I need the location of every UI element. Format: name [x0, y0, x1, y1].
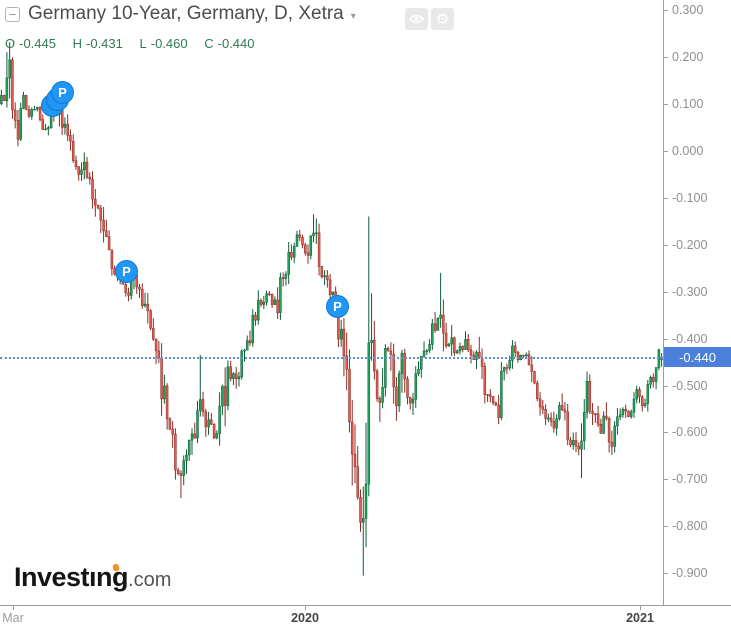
candlestick-plot[interactable] [0, 0, 663, 605]
page-title: Germany 10-Year, Germany, D, Xetra [28, 3, 344, 24]
y-axis-label: -0.100 [672, 190, 708, 205]
investing-com-logo: Invest ıng .com [14, 562, 171, 593]
low-label: L [139, 36, 147, 51]
collapse-icon[interactable]: − [5, 7, 20, 22]
y-axis-label: 0.000 [672, 143, 704, 158]
y-axis-label: -0.600 [672, 425, 708, 440]
y-axis-label: -0.700 [672, 472, 708, 487]
y-axis-label: -0.200 [672, 237, 708, 252]
y-axis-label: -0.400 [672, 331, 708, 346]
high-label: H [72, 36, 83, 51]
y-axis-tick [663, 432, 668, 434]
y-axis-label: 0.300 [672, 3, 704, 17]
x-axis-label: Mar [2, 611, 24, 625]
low-value: -0.460 [150, 36, 188, 51]
y-axis-tick [663, 338, 668, 340]
x-axis-line [0, 605, 731, 606]
dividend-marker[interactable]: P [51, 81, 74, 104]
y-axis-label: 0.100 [672, 96, 704, 111]
y-axis-tick [663, 526, 668, 528]
logo-suffix: .com [128, 569, 172, 591]
y-axis-tick [663, 573, 668, 575]
y-axis-tick [663, 244, 668, 246]
chevron-down-icon: ▾ [350, 10, 356, 22]
x-axis-label: 2020 [291, 611, 319, 625]
y-axis-tick [663, 291, 668, 293]
logo-brand-tail: ıng [89, 562, 129, 592]
high-value: -0.431 [86, 36, 123, 51]
y-axis-tick [663, 197, 668, 199]
candlestick-series [0, 42, 663, 576]
y-axis-label: -0.900 [672, 566, 708, 581]
y-axis-label: 0.200 [672, 49, 704, 64]
x-axis-tick [13, 606, 14, 610]
current-price-line [0, 357, 663, 360]
y-axis-label: -0.500 [672, 378, 708, 393]
logo-brand-head: Invest [14, 562, 90, 592]
y-axis-tick [663, 56, 668, 58]
y-axis-label: -0.800 [672, 519, 708, 534]
eye-icon [409, 14, 424, 24]
y-axis-tick [663, 385, 668, 387]
gear-icon: ⚙ [435, 9, 450, 28]
x-axis-label: 2021 [626, 611, 654, 625]
y-axis-line [663, 0, 664, 605]
current-price-label: -0.440 [664, 347, 731, 368]
x-axis-tick [640, 606, 641, 610]
x-axis-tick [305, 606, 306, 610]
close-value: -0.440 [217, 36, 255, 51]
visibility-button[interactable] [405, 8, 428, 30]
open-label: O [5, 36, 16, 51]
settings-button[interactable]: ⚙ [431, 8, 454, 30]
open-value: -0.445 [19, 36, 56, 51]
y-axis-tick [663, 103, 668, 105]
y-axis-tick [663, 10, 668, 11]
symbol-title-row[interactable]: Germany 10-Year, Germany, D, Xetra ▾ [28, 3, 356, 25]
dividend-marker[interactable]: P [326, 295, 349, 318]
ohlc-readout: O -0.445 H -0.431 L -0.460 C -0.440 [5, 36, 268, 51]
close-label: C [204, 36, 214, 51]
y-axis-tick [663, 479, 668, 481]
y-axis-tick [663, 150, 668, 152]
y-axis-label: -0.300 [672, 284, 708, 299]
dividend-marker[interactable]: P [115, 260, 138, 283]
